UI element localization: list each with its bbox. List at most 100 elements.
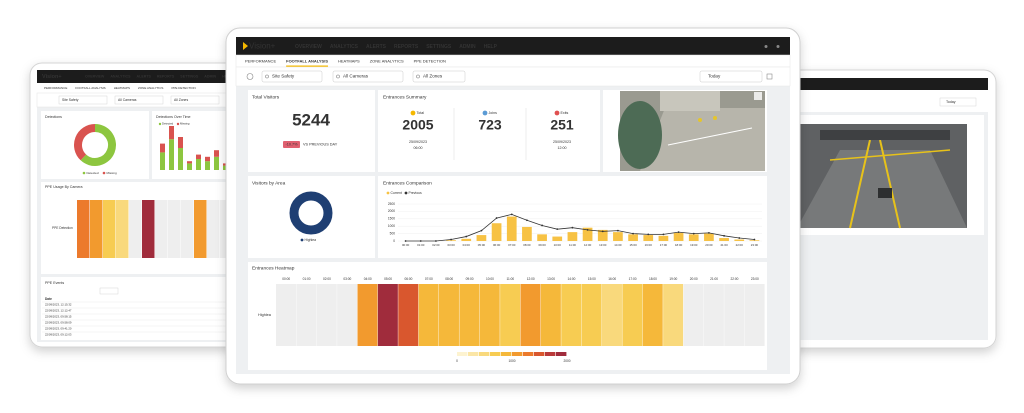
dropdown[interactable] <box>170 95 220 105</box>
nav-item[interactable]: REPORTS <box>157 74 175 78</box>
line-point <box>738 237 741 239</box>
dropdown[interactable] <box>261 70 323 83</box>
line-point <box>495 217 498 219</box>
summary-label: Total <box>417 111 425 115</box>
tab[interactable]: FOOTFALL ANALYSIS <box>75 86 105 90</box>
row-label: Highlea <box>258 313 272 317</box>
legend-swatch <box>523 352 534 356</box>
heat-cell <box>703 284 724 346</box>
x-tick-label: 08:00 <box>445 277 453 281</box>
nav-item[interactable]: REPORTS <box>394 44 419 50</box>
heat-cell <box>540 284 561 346</box>
dropdown-label[interactable]: Today <box>946 100 956 104</box>
bar <box>522 226 532 241</box>
summary-icon <box>482 110 488 116</box>
line-point <box>556 228 559 231</box>
heat-cell <box>398 284 419 346</box>
tab[interactable]: ZONE ANALYTICS <box>370 59 404 64</box>
nav-item[interactable]: ADMIN <box>459 44 476 50</box>
legend-swatch <box>102 171 106 175</box>
x-tick-label: 02:00 <box>432 243 440 247</box>
tab[interactable]: FOOTFALL ANALYSIS <box>286 59 328 64</box>
bar <box>628 234 638 241</box>
line-point <box>465 235 468 238</box>
heat-cell <box>724 284 745 346</box>
legend-swatch <box>512 352 523 356</box>
bar <box>178 148 183 170</box>
tab[interactable]: PERFORMANCE <box>245 59 276 64</box>
x-tick-label: 21:00 <box>710 277 718 281</box>
heat-cell <box>129 200 142 258</box>
summary-value: 2005 <box>402 117 433 133</box>
nav-item[interactable]: OVERVIEW <box>295 44 322 50</box>
bar <box>719 238 729 241</box>
nav-item[interactable]: SETTINGS <box>180 74 199 78</box>
x-tick-label: 07:00 <box>425 277 433 281</box>
bar <box>476 235 487 241</box>
x-tick-label: 16:00 <box>645 243 653 247</box>
tab[interactable]: PERFORMANCE <box>44 86 67 90</box>
tab[interactable]: PPE DETECTION <box>171 86 195 90</box>
donut <box>289 191 333 235</box>
dropdown[interactable] <box>412 70 466 83</box>
nav-item[interactable]: ADMIN <box>204 74 216 78</box>
tab[interactable]: ZONE ANALYTICS <box>138 86 163 90</box>
line <box>405 213 755 242</box>
x-tick-label: 23:00 <box>751 243 759 247</box>
nav-item[interactable]: OVERVIEW <box>85 74 105 78</box>
dropdown-label[interactable]: All Cameras <box>118 98 137 102</box>
x-tick-label: 11:00 <box>569 243 576 247</box>
bar <box>160 143 165 153</box>
summary-date: 25/09/2023 <box>553 140 571 144</box>
nav-item[interactable]: ALERTS <box>366 44 387 50</box>
card-title: Detections <box>45 115 62 119</box>
dropdown-label[interactable]: All Zones <box>423 74 443 79</box>
row-label: PPE Detection <box>52 226 73 230</box>
dropdown[interactable] <box>114 95 164 105</box>
bar <box>187 163 192 170</box>
nav-item[interactable]: ANALYTICS <box>110 74 131 78</box>
x-tick-label: 10:00 <box>554 243 562 247</box>
tab[interactable]: PPE DETECTION <box>414 59 446 64</box>
summary-value: 251 <box>550 117 574 133</box>
dropdown[interactable] <box>332 70 404 83</box>
x-tick-label: 00:00 <box>402 243 410 247</box>
heat-cell <box>622 284 643 346</box>
nav-item[interactable]: ALERTS <box>137 74 152 78</box>
summary-value: 723 <box>478 117 502 133</box>
bar <box>491 223 502 241</box>
nav-item[interactable]: SETTINGS <box>426 44 452 50</box>
dropdown-label[interactable]: All Cameras <box>343 74 369 79</box>
dropdown-label[interactable]: All Zones <box>174 98 188 102</box>
dropdown[interactable] <box>58 95 108 105</box>
nav-item[interactable]: ANALYTICS <box>330 44 359 50</box>
tab[interactable]: HEATMAPS <box>338 59 360 64</box>
heat-cell <box>500 284 521 346</box>
legend-label: Missing <box>107 171 118 175</box>
dropdown[interactable] <box>939 97 977 107</box>
heat-cell <box>168 200 181 258</box>
dropdown-label[interactable]: Site Safety <box>272 74 295 79</box>
line-point <box>723 234 725 237</box>
icon <box>766 73 773 80</box>
x-tick-label: 13:00 <box>599 243 607 247</box>
line-point <box>692 232 695 235</box>
heat-cell <box>90 200 103 258</box>
x-tick-label: 05:00 <box>384 277 392 281</box>
bar <box>537 234 547 241</box>
dropdown[interactable] <box>99 287 119 295</box>
nav-item[interactable]: HELP <box>484 44 498 50</box>
bar <box>643 235 654 241</box>
summary-label: Joins <box>489 111 498 115</box>
heat-cell <box>77 200 90 258</box>
heat-cell <box>459 284 480 346</box>
dropdown[interactable] <box>699 70 763 83</box>
bar <box>160 152 165 170</box>
logo-mark <box>243 42 248 50</box>
y-tick-label: 2500 <box>388 202 395 206</box>
tab[interactable]: HEATMAPS <box>114 86 130 90</box>
dropdown-icon <box>265 74 269 79</box>
dropdown-label[interactable]: Site Safety <box>62 98 79 102</box>
dropdown-label[interactable]: Today <box>708 74 721 79</box>
